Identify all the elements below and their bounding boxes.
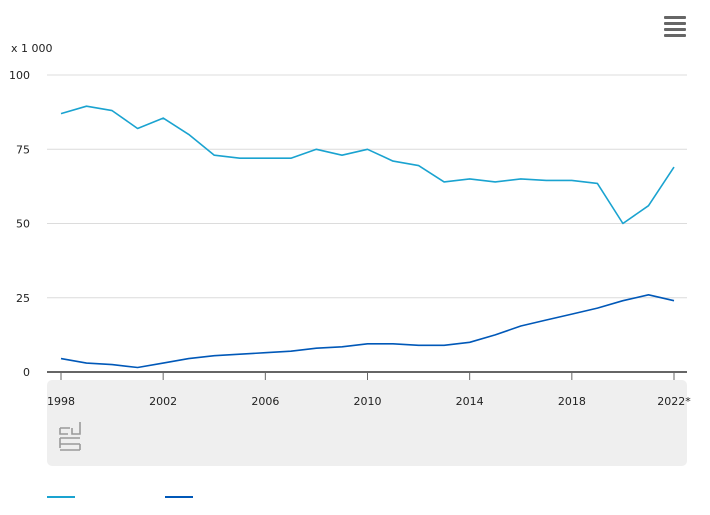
unit-label: x 1 000 [11,42,53,55]
legend [47,496,283,498]
y-tick-label: 75 [16,143,30,156]
x-axis-ticks: 1998 2002 2006 2010 2014 2018 2022* [47,372,691,408]
x-tick-label: 2010 [354,395,382,408]
legend-item-1[interactable] [47,496,165,498]
series-line-1[interactable] [60,105,675,225]
x-tick-label: 2002 [149,395,177,408]
gridlines [47,74,687,373]
cbs-logo-icon [59,422,81,451]
x-tick-label: 1998 [47,395,75,408]
x-tick-label: 2018 [558,395,586,408]
series-layer [60,105,675,369]
logo-panel [47,380,687,466]
x-tick-label: 2022* [657,395,691,408]
y-tick-label: 0 [23,366,30,379]
y-axis-ticks: 0 25 50 75 100 [9,69,30,379]
legend-swatch-2 [165,496,193,498]
y-tick-label: 25 [16,292,30,305]
series-line-2[interactable] [60,294,675,369]
x-tick-label: 2014 [456,395,484,408]
legend-item-2[interactable] [165,496,283,498]
x-tick-label: 2006 [251,395,279,408]
hamburger-menu-icon[interactable] [664,16,686,38]
y-tick-label: 100 [9,69,30,82]
legend-swatch-1 [47,496,75,498]
y-tick-label: 50 [16,218,30,231]
